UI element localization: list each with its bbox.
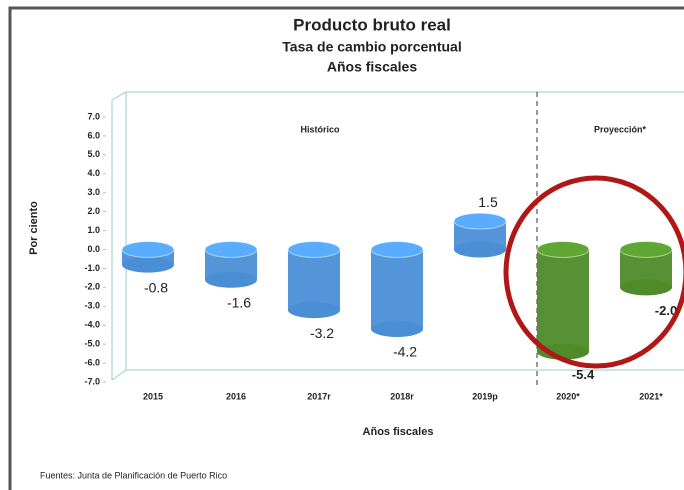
chart-subtitle: Años fiscales	[327, 59, 417, 75]
y-tick-label: -1.0	[84, 263, 100, 273]
bar-cap	[454, 241, 506, 258]
bar	[288, 249, 340, 311]
bar-cap	[619, 241, 673, 258]
bar-cap	[205, 271, 257, 288]
y-tick-label: -3.0	[84, 301, 100, 311]
bar-cap	[371, 321, 423, 337]
source: Fuentes: Junta de Planificación de Puert…	[40, 470, 227, 480]
value-label: -1.6	[227, 294, 251, 310]
y-tick-label: -4.0	[84, 320, 100, 330]
x-tick-label: 2016	[226, 391, 246, 401]
value-label: -0.8	[144, 279, 168, 295]
y-tick-label: -7.0	[84, 376, 100, 386]
y-tick-label: -6.0	[84, 357, 100, 367]
bar-cap	[122, 256, 174, 273]
chart-title: Producto bruto real	[293, 15, 451, 34]
bar-cap	[288, 302, 340, 319]
x-tick-label: 2019p	[472, 391, 498, 401]
y-tick-label: 6.0	[87, 130, 100, 140]
bar	[537, 249, 589, 352]
annotation: Histórico	[300, 124, 340, 134]
bar-cap	[204, 241, 258, 258]
x-tick-label: 2015	[143, 391, 163, 401]
value-label: -3.2	[310, 325, 334, 341]
y-axis-label: Por ciento	[28, 201, 40, 255]
x-tick-label: 2021*	[639, 391, 663, 401]
x-tick-label: 2017r	[307, 391, 331, 401]
value-label: -2.0	[655, 303, 677, 318]
bar	[371, 249, 423, 329]
bar-cap	[287, 241, 341, 258]
bar-cap	[536, 241, 590, 258]
value-label: -5.4	[572, 367, 595, 382]
x-tick-label: 2020*	[556, 391, 580, 401]
frame	[8, 6, 684, 490]
annotation: Proyección*	[594, 124, 647, 134]
bar-cap	[370, 241, 424, 258]
chart-subtitle: Tasa de cambio porcentual	[282, 39, 461, 55]
y-tick-label: -5.0	[84, 339, 100, 349]
y-tick-label: 5.0	[87, 149, 100, 159]
bar-cap	[453, 212, 507, 230]
bar-cap	[121, 241, 175, 258]
value-label: -4.2	[393, 344, 417, 360]
value-label: 1.5	[478, 194, 498, 210]
highlight-circle	[503, 175, 684, 369]
x-axis-label: Años fiscales	[363, 426, 434, 438]
y-tick-label: 0.0	[87, 244, 100, 254]
y-tick-label: 7.0	[87, 111, 100, 121]
y-tick-label: -2.0	[84, 282, 100, 292]
plot-box	[111, 91, 684, 381]
bar-cap	[620, 279, 672, 296]
y-tick-label: 2.0	[87, 206, 100, 216]
y-tick-label: 4.0	[87, 168, 100, 178]
y-tick-label: 3.0	[87, 187, 100, 197]
y-tick-label: 1.0	[87, 225, 100, 235]
x-tick-label: 2018r	[390, 391, 414, 401]
